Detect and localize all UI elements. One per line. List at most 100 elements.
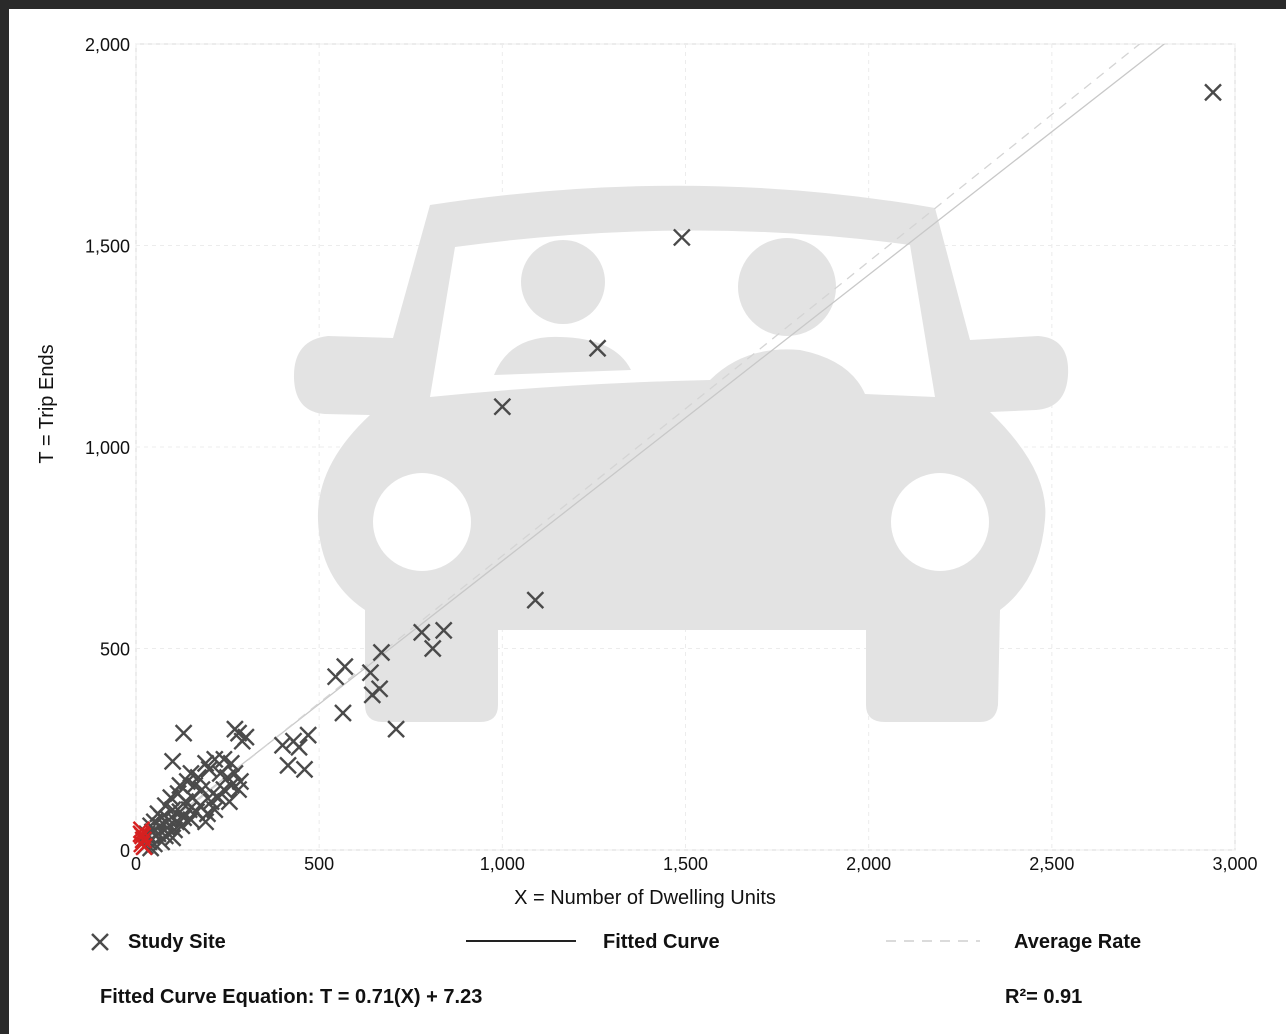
data-point-stroke	[134, 831, 153, 849]
x-tick-label: 1,000	[480, 854, 525, 874]
data-point	[672, 228, 691, 247]
y-tick-label: 500	[100, 640, 130, 660]
data-point	[134, 831, 153, 849]
x-tick-label: 1,500	[663, 854, 708, 874]
data-point	[200, 760, 219, 779]
data-point	[526, 591, 545, 609]
data-point	[174, 724, 193, 742]
data-point	[588, 339, 607, 358]
data-point	[1204, 83, 1222, 102]
data-point-stroke	[299, 726, 318, 744]
data-point	[226, 764, 244, 783]
data-point-stroke	[174, 724, 193, 742]
data-point-stroke	[178, 772, 197, 791]
data-point-stroke	[290, 738, 308, 757]
legend-average-rate-label: Average Rate	[1014, 931, 1142, 953]
data-point-stroke	[387, 720, 405, 738]
data-point-stroke	[526, 591, 545, 609]
data-point-stroke	[279, 756, 297, 775]
r-squared-value: R²= 0.91	[1005, 986, 1083, 1008]
data-point-stroke	[209, 788, 228, 807]
data-point	[220, 792, 239, 811]
car-with-passengers-icon	[293, 185, 1069, 722]
data-point-stroke	[132, 825, 150, 843]
x-tick-label: 2,500	[1029, 854, 1074, 874]
data-point	[132, 825, 150, 843]
data-point	[295, 760, 314, 779]
data-point	[361, 663, 380, 682]
data-point	[412, 623, 431, 642]
data-point-stroke	[132, 821, 151, 839]
data-point	[326, 667, 345, 686]
data-point	[279, 756, 297, 775]
data-point	[182, 810, 200, 829]
data-point-stroke	[182, 810, 200, 829]
data-point-stroke	[226, 764, 244, 783]
data-point	[299, 726, 318, 744]
x-axis-label: X = Number of Dwelling Units	[514, 887, 776, 909]
data-point-stroke	[220, 792, 239, 811]
data-point	[209, 788, 228, 807]
data-point-stroke	[185, 776, 204, 795]
y-tick-label: 1,000	[85, 438, 130, 458]
y-tick-label: 1,500	[85, 237, 130, 257]
data-point-stroke	[326, 667, 345, 686]
legend-fitted-curve-label: Fitted Curve	[603, 931, 720, 953]
data-point-stroke	[372, 643, 391, 662]
data-point-stroke	[163, 800, 182, 819]
data-point	[172, 816, 191, 835]
data-points	[132, 83, 1222, 857]
y-axis-label: T = Trip Ends	[36, 344, 58, 463]
data-point-stroke	[200, 760, 219, 779]
data-point-stroke	[493, 397, 512, 416]
data-point-stroke	[672, 228, 691, 247]
data-point-stroke	[334, 704, 352, 722]
y-tick-label: 2,000	[85, 35, 130, 55]
data-point-stroke	[196, 754, 215, 773]
data-point	[423, 639, 442, 658]
data-point	[434, 621, 453, 640]
data-point	[152, 833, 171, 851]
data-point-stroke	[412, 623, 431, 642]
data-point	[163, 752, 182, 771]
axes: 0 500 1,000 1,500 2,000 2,500 3,000 0 500 1,000 1,…	[85, 35, 1258, 874]
data-point-stroke	[363, 685, 382, 704]
legend-study-site-symbol	[91, 933, 109, 951]
data-point	[273, 736, 292, 755]
data-point	[387, 720, 405, 738]
data-point	[163, 829, 182, 847]
data-point-stroke	[172, 816, 191, 835]
x-tick-label: 500	[304, 854, 334, 874]
data-point-stroke	[152, 833, 171, 851]
data-point-stroke	[588, 339, 607, 358]
data-point-stroke	[295, 760, 314, 779]
data-point	[196, 812, 215, 831]
data-point-stroke	[163, 752, 182, 771]
trend-lines	[136, 44, 1166, 850]
x-tick-label: 0	[131, 854, 141, 874]
data-point-stroke	[1204, 83, 1222, 102]
data-point	[363, 685, 382, 704]
average-rate-line	[136, 44, 1141, 850]
y-tick-label: 0	[120, 841, 130, 861]
fitted-curve-line	[136, 44, 1166, 848]
data-point	[290, 738, 308, 757]
data-point-stroke	[229, 724, 248, 742]
data-point	[493, 397, 512, 416]
data-point-stroke	[273, 736, 292, 755]
data-point-stroke	[196, 812, 215, 831]
data-point-stroke	[163, 829, 182, 847]
x-tick-label: 2,000	[846, 854, 891, 874]
data-point-stroke	[434, 621, 453, 640]
data-point-stroke	[205, 800, 224, 819]
data-point-stroke	[229, 780, 248, 799]
x-tick-label: 3,000	[1212, 854, 1257, 874]
data-point-stroke	[423, 639, 442, 658]
data-point	[233, 732, 252, 751]
data-point	[205, 800, 224, 819]
data-point-stroke	[233, 732, 252, 751]
data-point	[372, 643, 391, 662]
data-point	[229, 780, 248, 799]
